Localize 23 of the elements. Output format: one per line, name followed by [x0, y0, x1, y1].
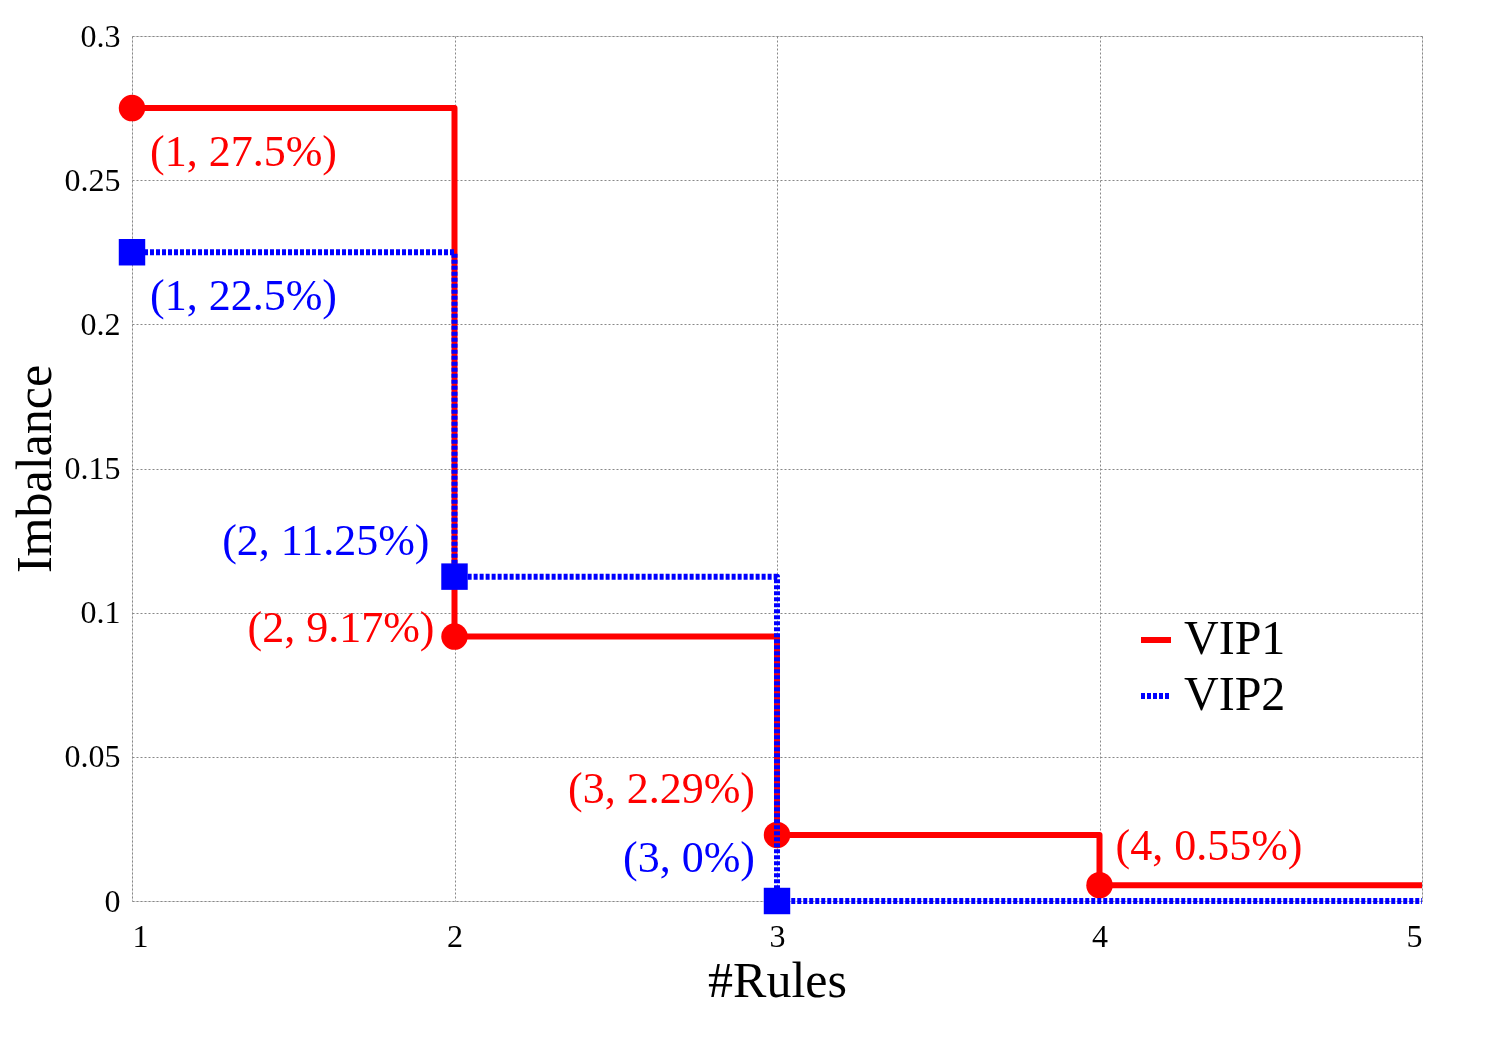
y-tick-label: 0 — [104, 882, 121, 919]
y-tick-label: 0.1 — [80, 594, 121, 631]
y-axis-title: Imbalance — [5, 364, 62, 574]
y-tick-label: 0.05 — [64, 738, 121, 775]
x-tick-label: 5 — [1406, 917, 1423, 954]
legend-label: VIP1 — [1184, 611, 1286, 664]
y-tick-label: 0.2 — [80, 305, 121, 342]
x-tick-label: 2 — [447, 917, 463, 954]
x-tick-label: 1 — [132, 917, 149, 954]
data-label: (4, 0.55%) — [1115, 821, 1303, 871]
y-tick-label: 0.25 — [64, 161, 121, 198]
x-tick-label: 3 — [769, 917, 786, 954]
data-label: (2, 11.25%) — [222, 515, 430, 565]
data-label: (1, 27.5%) — [150, 127, 337, 177]
data-label: (1, 22.5%) — [150, 271, 337, 321]
legend-label: VIP2 — [1184, 667, 1286, 720]
data-label: (3, 2.29%) — [568, 763, 755, 813]
data-label: (2, 9.17%) — [247, 602, 435, 652]
data-label: (3, 0%) — [623, 833, 755, 882]
x-tick-label: 4 — [1092, 917, 1108, 954]
y-tick-label: 0.3 — [80, 17, 121, 54]
x-axis-title: #Rules — [708, 951, 847, 1008]
y-tick-label: 0.15 — [64, 450, 121, 486]
